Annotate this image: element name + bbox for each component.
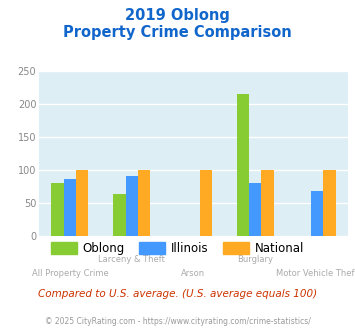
Bar xyxy=(311,191,323,236)
Bar xyxy=(113,194,126,236)
Bar xyxy=(138,170,150,236)
Text: Compared to U.S. average. (U.S. average equals 100): Compared to U.S. average. (U.S. average … xyxy=(38,289,317,299)
Text: All Property Crime: All Property Crime xyxy=(32,269,108,278)
Text: Arson: Arson xyxy=(181,269,206,278)
Bar xyxy=(51,183,64,236)
Bar xyxy=(261,170,274,236)
Bar xyxy=(237,94,249,236)
Bar xyxy=(249,183,261,236)
Text: 2019 Oblong: 2019 Oblong xyxy=(125,8,230,23)
Text: Burglary: Burglary xyxy=(237,255,273,264)
Text: Motor Vehicle Theft: Motor Vehicle Theft xyxy=(276,269,355,278)
Bar xyxy=(64,179,76,236)
Bar xyxy=(126,176,138,236)
Bar xyxy=(200,170,212,236)
Text: Larceny & Theft: Larceny & Theft xyxy=(98,255,165,264)
Legend: Oblong, Illinois, National: Oblong, Illinois, National xyxy=(46,237,309,260)
Text: Property Crime Comparison: Property Crime Comparison xyxy=(63,25,292,40)
Text: © 2025 CityRating.com - https://www.cityrating.com/crime-statistics/: © 2025 CityRating.com - https://www.city… xyxy=(45,317,310,326)
Bar xyxy=(76,170,88,236)
Bar xyxy=(323,170,335,236)
